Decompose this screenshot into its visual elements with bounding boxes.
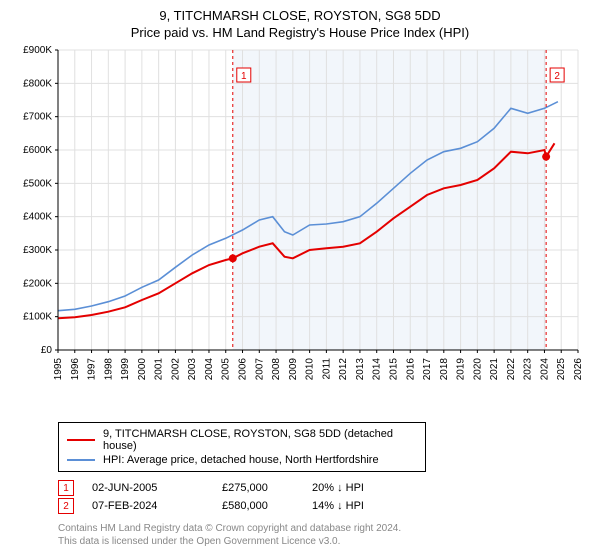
marker-date: 07-FEB-2024 — [92, 500, 222, 512]
svg-text:2002: 2002 — [170, 358, 181, 381]
svg-text:1996: 1996 — [70, 358, 81, 381]
svg-text:£400K: £400K — [23, 212, 52, 223]
svg-text:2024: 2024 — [539, 358, 550, 381]
svg-text:£500K: £500K — [23, 178, 52, 189]
svg-text:2010: 2010 — [305, 358, 316, 381]
svg-text:2: 2 — [554, 71, 560, 82]
title-main: 9, TITCHMARSH CLOSE, ROYSTON, SG8 5DD — [8, 8, 592, 23]
svg-text:1997: 1997 — [87, 358, 98, 381]
legend-row: HPI: Average price, detached house, Nort… — [67, 453, 417, 467]
svg-text:2005: 2005 — [221, 358, 232, 381]
svg-text:2015: 2015 — [388, 358, 399, 381]
svg-text:2026: 2026 — [573, 358, 584, 381]
marker-row: 2 07-FEB-2024 £580,000 14% ↓ HPI — [58, 498, 592, 514]
svg-text:2001: 2001 — [154, 358, 165, 381]
svg-text:2025: 2025 — [556, 358, 567, 381]
svg-text:1: 1 — [241, 71, 247, 82]
marker-date: 02-JUN-2005 — [92, 482, 222, 494]
footer-line: Contains HM Land Registry data © Crown c… — [58, 522, 592, 535]
svg-text:£200K: £200K — [23, 278, 52, 289]
marker-badge: 1 — [58, 480, 74, 496]
title-sub: Price paid vs. HM Land Registry's House … — [8, 25, 592, 40]
svg-text:£700K: £700K — [23, 112, 52, 123]
svg-text:2009: 2009 — [288, 358, 299, 381]
svg-text:£300K: £300K — [23, 245, 52, 256]
svg-text:1995: 1995 — [53, 358, 64, 381]
svg-text:2013: 2013 — [355, 358, 366, 381]
svg-text:£600K: £600K — [23, 145, 52, 156]
svg-text:2017: 2017 — [422, 358, 433, 381]
svg-text:2011: 2011 — [321, 358, 332, 380]
svg-text:2004: 2004 — [204, 358, 215, 381]
svg-text:2021: 2021 — [489, 358, 500, 381]
svg-text:2018: 2018 — [439, 358, 450, 381]
marker-price: £275,000 — [222, 482, 312, 494]
svg-text:2003: 2003 — [187, 358, 198, 381]
footer: Contains HM Land Registry data © Crown c… — [58, 522, 592, 548]
svg-text:2008: 2008 — [271, 358, 282, 381]
svg-text:£800K: £800K — [23, 78, 52, 89]
marker-number: 2 — [63, 501, 69, 512]
svg-text:£900K: £900K — [23, 46, 52, 56]
svg-text:2006: 2006 — [238, 358, 249, 381]
svg-text:£0: £0 — [41, 345, 53, 356]
svg-text:2016: 2016 — [405, 358, 416, 381]
svg-text:2012: 2012 — [338, 358, 349, 381]
chart-svg: £0 £100K £200K £300K £400K £500K £600K £700K £80… — [8, 46, 592, 416]
marker-pct: 14% ↓ HPI — [312, 500, 432, 512]
svg-text:1999: 1999 — [120, 358, 131, 381]
svg-text:£100K: £100K — [23, 312, 52, 323]
svg-text:2023: 2023 — [523, 358, 534, 381]
legend-label: 9, TITCHMARSH CLOSE, ROYSTON, SG8 5DD (d… — [103, 428, 417, 452]
root: 9, TITCHMARSH CLOSE, ROYSTON, SG8 5DD Pr… — [0, 0, 600, 560]
marker-number: 1 — [63, 483, 69, 494]
svg-text:2022: 2022 — [506, 358, 517, 381]
marker-table: 1 02-JUN-2005 £275,000 20% ↓ HPI 2 07-FE… — [58, 480, 592, 514]
svg-text:2020: 2020 — [472, 358, 483, 381]
marker-row: 1 02-JUN-2005 £275,000 20% ↓ HPI — [58, 480, 592, 496]
legend: 9, TITCHMARSH CLOSE, ROYSTON, SG8 5DD (d… — [58, 422, 426, 472]
marker-badge: 2 — [58, 498, 74, 514]
svg-text:2014: 2014 — [372, 358, 383, 381]
marker-price: £580,000 — [222, 500, 312, 512]
legend-row: 9, TITCHMARSH CLOSE, ROYSTON, SG8 5DD (d… — [67, 427, 417, 453]
svg-text:1998: 1998 — [103, 358, 114, 381]
footer-line: This data is licensed under the Open Gov… — [58, 535, 592, 548]
svg-text:2007: 2007 — [254, 358, 265, 381]
svg-text:2000: 2000 — [137, 358, 148, 381]
svg-text:2019: 2019 — [456, 358, 467, 381]
legend-label: HPI: Average price, detached house, Nort… — [103, 454, 379, 466]
legend-swatch — [67, 459, 95, 461]
legend-swatch — [67, 439, 95, 441]
marker-pct: 20% ↓ HPI — [312, 482, 432, 494]
chart: £0 £100K £200K £300K £400K £500K £600K £700K £80… — [8, 46, 592, 416]
